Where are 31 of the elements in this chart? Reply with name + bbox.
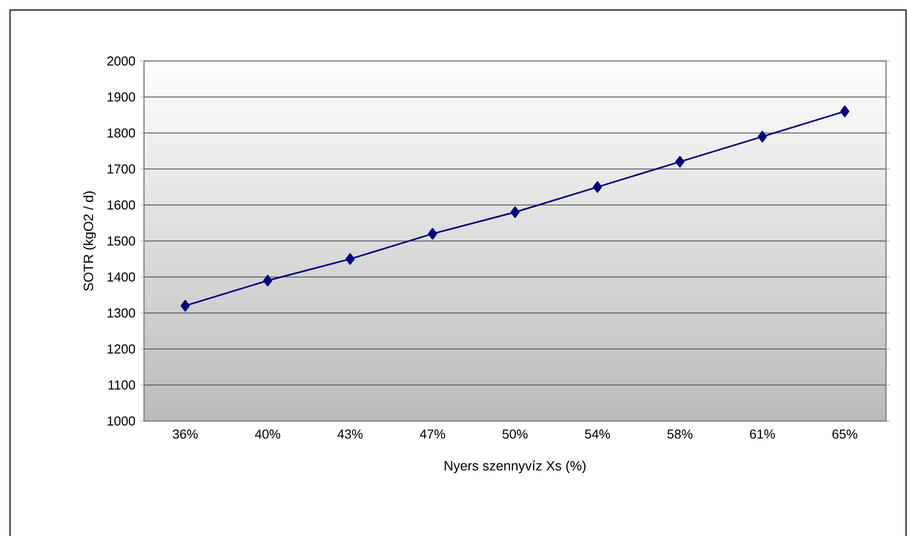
y-tick-label: 1400 xyxy=(108,272,135,282)
y-tick-label: 1900 xyxy=(108,92,135,102)
point xyxy=(428,228,438,240)
y-tick-label: 1700 xyxy=(108,164,135,174)
y-tick-label: 1000 xyxy=(108,416,135,426)
x-tick-label: 43% xyxy=(337,430,363,439)
y-tick-label: 1500 xyxy=(108,236,135,246)
point xyxy=(675,156,684,168)
x-tick-label: 61% xyxy=(750,430,775,439)
x-axis-title: Nyers szennyvíz Xs (%) xyxy=(444,460,586,474)
x-tick-label: 58% xyxy=(667,430,692,439)
point xyxy=(758,130,767,142)
x-tick-label: 54% xyxy=(585,430,610,439)
point xyxy=(263,274,272,286)
x-tick-label: 40% xyxy=(255,430,280,439)
x-tick-label: 50% xyxy=(502,430,528,439)
y-tick-label: 1200 xyxy=(108,344,135,354)
y-tick-label: 1800 xyxy=(108,128,135,138)
x-tick-label: 65% xyxy=(832,430,858,439)
point xyxy=(592,181,602,193)
y-tick-label: 1100 xyxy=(108,380,135,390)
point xyxy=(346,253,355,265)
point xyxy=(180,300,190,312)
y-tick-label: 2000 xyxy=(107,56,135,66)
x-tick-label: 47% xyxy=(420,430,446,439)
y-tick-label: 1600 xyxy=(108,200,135,210)
x-tick-label: 36% xyxy=(172,430,198,439)
y-axis-title: SOTR (kgO2 / d) xyxy=(83,191,96,291)
point xyxy=(510,206,520,218)
y-tick-label: 1300 xyxy=(108,308,135,318)
point xyxy=(840,106,850,118)
